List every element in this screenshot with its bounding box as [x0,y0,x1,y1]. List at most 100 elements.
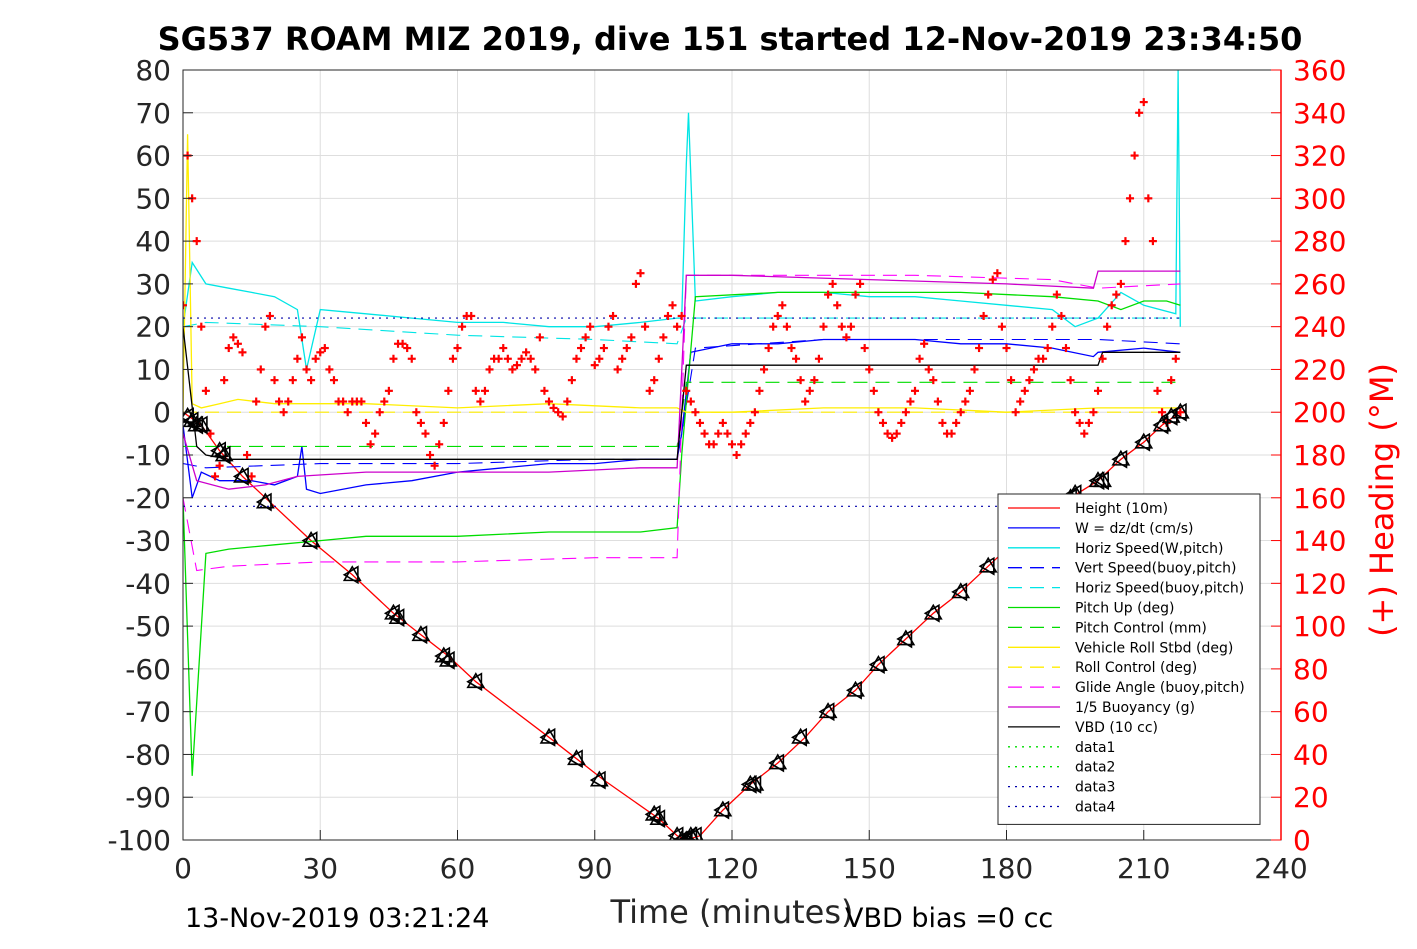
heading-point [819,322,828,331]
heading-point [851,290,860,299]
heading-point [233,339,242,348]
depth-marker [342,565,362,585]
heading-point [471,386,480,395]
legend-label: Horiz Speed(buoy,pitch) [1075,581,1244,597]
heading-point [270,376,279,385]
x-tick-label: 0 [174,852,192,885]
heading-point [920,339,929,348]
heading-point [1107,301,1116,310]
heading-point [1002,344,1011,353]
heading-point [1103,322,1112,331]
depth-marker [649,809,669,829]
heading-point [1139,98,1148,107]
heading-point [1084,418,1093,427]
heading-point [211,472,220,481]
heading-point [485,365,494,374]
heading-point [856,279,865,288]
legend-entry: Height (10m) [1008,501,1168,517]
heading-point [805,386,814,395]
legend-label: Horiz Speed(W,pitch) [1075,541,1223,557]
heading-point [265,311,274,320]
y-right-tick-label: 100 [1293,610,1346,643]
heading-point [201,386,210,395]
heading-point [407,354,416,363]
heading-point [901,408,910,417]
heading-point [343,408,352,417]
depth-marker [868,655,888,675]
legend-entry: Horiz Speed(buoy,pitch) [1008,581,1244,597]
depth-marker [214,445,234,465]
heading-point [663,311,672,320]
heading-point [975,344,984,353]
legend-label: Pitch Up (deg) [1075,601,1174,617]
heading-point [865,365,874,374]
heading-point [229,333,238,342]
depth-marker [438,650,458,670]
legend-entry: data4 [1008,800,1116,816]
heading-point [325,365,334,374]
heading-point [824,290,833,299]
heading-point [220,376,229,385]
heading-point [256,365,265,374]
y-right-tick-label: 240 [1293,311,1346,344]
heading-point [1121,237,1130,246]
heading-point [586,322,595,331]
y-tick-label: -90 [125,781,171,814]
heading-point [380,397,389,406]
heading-point [984,290,993,299]
heading-point [412,408,421,417]
heading-point [686,397,695,406]
heading-point [389,354,398,363]
depth-marker [232,466,252,486]
legend-entry: Glide Angle (buoy,pitch) [1008,680,1245,696]
heading-point [366,440,375,449]
heading-point [1098,354,1107,363]
depth-marker [745,774,765,794]
legend-label: Vehicle Roll Stbd (deg) [1075,640,1233,656]
heading-point [613,365,622,374]
legend-label: Height (10m) [1075,501,1168,517]
heading-point [284,397,293,406]
heading-point [1025,376,1034,385]
heading-point [503,354,512,363]
y-right-tick-label: 280 [1293,225,1346,258]
heading-point [206,429,215,438]
heading-point [522,348,531,357]
legend-label: data2 [1075,760,1115,776]
heading-point [604,322,613,331]
heading-point [1016,397,1025,406]
heading-point [540,386,549,395]
depth-marker [388,607,408,627]
heading-point [810,376,819,385]
heading-point [1071,408,1080,417]
heading-point [769,322,778,331]
series-line-2 [183,70,1181,370]
x-tick-label: 90 [577,852,613,885]
heading-point [512,361,521,370]
heading-point [316,348,325,357]
legend-box [997,493,1261,825]
legend-entry: Pitch Control (mm) [1008,620,1207,636]
heading-point [1126,194,1135,203]
heading-point [1135,108,1144,117]
heading-point [760,365,769,374]
heading-point [924,365,933,374]
heading-point [993,269,1002,278]
depth-marker [713,800,733,820]
x-tick-label: 180 [980,852,1033,885]
y-tick-label: 70 [135,97,171,130]
y-right-tick-label: 40 [1293,738,1329,771]
legend-label: Pitch Control (mm) [1075,620,1207,636]
heading-point [668,301,677,310]
heading-point [933,397,942,406]
heading-point [654,354,663,363]
heading-point [435,440,444,449]
heading-point [494,354,503,363]
heading-point [677,311,686,320]
heading-point [1020,386,1029,395]
heading-point [453,344,462,353]
heading-point [737,440,746,449]
heading-point [458,322,467,331]
y-right-tick-label: 260 [1293,268,1346,301]
heading-point [183,301,187,310]
